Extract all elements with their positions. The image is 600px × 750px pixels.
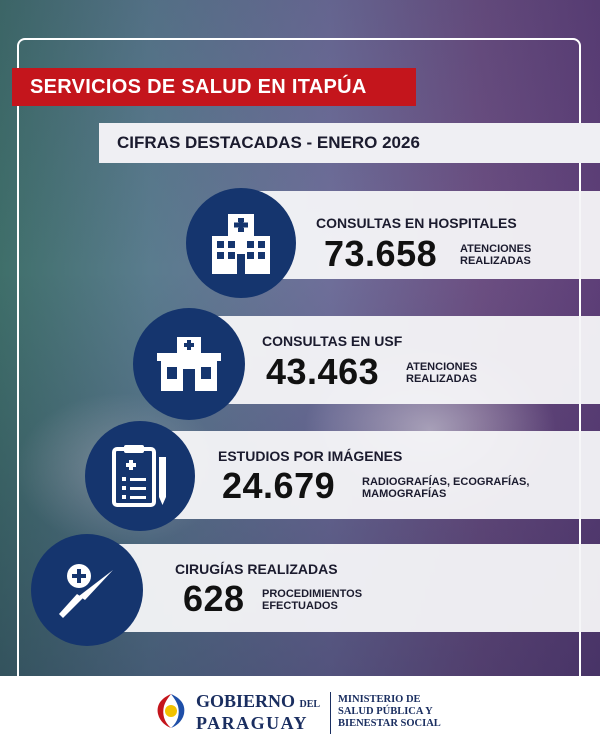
hospital-icon <box>186 188 296 298</box>
government-seal-icon <box>152 690 190 730</box>
health-unit-icon <box>133 308 245 420</box>
stat-value: 73.658 <box>324 233 438 274</box>
stat-value: 628 <box>183 578 245 619</box>
ministry-logo-text: MINISTERIO DE SALUD PÚBLICA Y BIENESTAR … <box>338 694 441 730</box>
stat-desc-line: RADIOGRAFÍAS, ECOGRAFÍAS, <box>362 476 530 488</box>
page-title: SERVICIOS DE SALUD EN ITAPÚA <box>12 68 416 106</box>
stat-desc-line: ATENCIONES <box>406 361 478 373</box>
footer <box>0 676 600 750</box>
stat-desc-line: REALIZADAS <box>460 255 531 267</box>
stat-value: 43.463 <box>266 351 380 392</box>
stat-desc-line: ATENCIONES <box>460 243 532 255</box>
stat-desc-line: EFECTUADOS <box>262 600 338 612</box>
stat-desc-line: MAMOGRAFÍAS <box>362 488 447 500</box>
clipboard-icon <box>85 421 195 531</box>
stat-desc-line: REALIZADAS <box>406 373 477 385</box>
scalpel-icon <box>31 534 143 646</box>
footer-divider <box>330 692 331 734</box>
stat-description: ATENCIONES REALIZADAS <box>406 361 600 385</box>
government-logo-text: GOBIERNO DEL PARAGUAY <box>196 692 320 733</box>
stat-label: CIRUGÍAS REALIZADAS <box>175 561 338 577</box>
ministry-line: SALUD PÚBLICA Y <box>338 706 433 717</box>
stat-description: ATENCIONES REALIZADAS <box>460 243 600 267</box>
stat-description: RADIOGRAFÍAS, ECOGRAFÍAS, MAMOGRAFÍAS <box>362 476 600 500</box>
stat-desc-line: PROCEDIMIENTOS <box>262 588 363 600</box>
stat-card-usf <box>200 316 600 404</box>
stat-card-imagenes <box>150 431 600 519</box>
gov-del: DEL <box>299 699 321 710</box>
stat-card-hospitales <box>253 191 600 279</box>
stat-label: CONSULTAS EN HOSPITALES <box>316 215 517 231</box>
stat-label: ESTUDIOS POR IMÁGENES <box>218 448 403 464</box>
page-subtitle: CIFRAS DESTACADAS - ENERO 2026 <box>99 123 600 163</box>
gov-line2: PARAGUAY <box>196 713 309 733</box>
ministry-line: MINISTERIO DE <box>338 694 421 705</box>
stat-description: PROCEDIMIENTOS EFECTUADOS <box>262 588 502 612</box>
gov-line1: GOBIERNO <box>196 691 296 711</box>
stat-label: CONSULTAS EN USF <box>262 333 403 349</box>
stat-value: 24.679 <box>222 465 336 506</box>
ministry-line: BIENESTAR SOCIAL <box>338 718 441 729</box>
stat-card-cirugias <box>100 544 600 632</box>
